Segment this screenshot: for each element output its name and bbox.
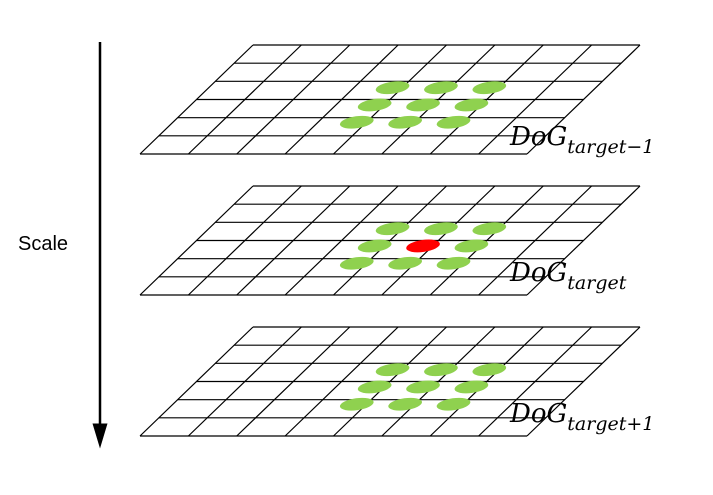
grid-col-line [236,326,351,437]
grid-col-line [284,185,399,296]
label-subscript: target−1 [567,136,654,158]
neighbor-ellipse [339,397,374,411]
neighbor-ellipse [388,115,423,129]
grid-col-line [526,44,641,155]
neighbor-ellipse [339,256,374,270]
neighbor-ellipse [472,222,507,236]
grid-col-line [429,326,544,437]
grid-col-line [333,44,447,155]
grid-col-line [284,326,399,437]
grid-col-line [333,326,447,437]
grid-col-line [187,326,302,437]
layer-below: DoGtarget+1 [139,326,654,437]
grid-col-line [139,44,254,155]
layer-above: DoGtarget−1 [139,44,654,158]
neighbor-ellipse [357,239,392,253]
label-base: DoG [509,258,567,288]
grid-col-line [429,44,544,155]
grid-col-line [478,326,593,437]
grid-col-line [139,185,254,296]
neighbor-ellipse [424,81,458,95]
neighbor-ellipse [454,98,489,112]
grid-col-line [236,44,351,155]
neighbor-ellipse [339,115,374,129]
neighbor-ellipse [454,239,489,253]
neighbor-ellipse [357,380,392,394]
layer-target: DoGtarget [139,185,641,296]
grid-col-line [429,185,544,296]
neighbor-ellipse [424,363,458,377]
label-subscript: target [567,272,626,294]
neighbor-ellipse [436,256,471,270]
target-ellipse [406,239,440,253]
neighbor-ellipse [406,380,440,394]
grid-col-line [381,326,496,437]
neighbor-ellipse [375,363,410,377]
neighbor-ellipse [357,98,392,112]
neighbor-ellipse [375,81,410,95]
grid-col-line [526,185,641,296]
label-base: DoG [509,122,567,152]
layer-label: DoGtarget [509,258,627,294]
neighbor-ellipse [436,115,471,129]
neighbor-ellipse [436,397,471,411]
grid-col-line [333,185,447,296]
neighbor-ellipse [375,222,410,236]
neighbor-ellipse [454,380,489,394]
grid-col-line [187,44,302,155]
grid-col-line [139,326,254,437]
neighbor-ellipse [388,397,423,411]
grid-col-line [478,185,593,296]
neighbor-ellipse [424,222,458,236]
neighbor-ellipse [472,363,507,377]
neighbor-ellipse [472,81,507,95]
grid-col-line [381,185,496,296]
label-subscript: target+1 [567,413,654,435]
scale-label: Scale [18,233,68,255]
neighbor-ellipse [406,98,440,112]
grid-col-line [478,44,593,155]
layer-label: DoGtarget+1 [509,399,654,435]
grid-col-line [284,44,399,155]
grid-col-line [236,185,351,296]
grid-col-line [381,44,496,155]
neighbor-ellipse [388,256,423,270]
label-base: DoG [509,399,567,429]
grid-col-line [187,185,302,296]
grid-col-line [526,326,641,437]
layer-label: DoGtarget−1 [509,122,654,158]
